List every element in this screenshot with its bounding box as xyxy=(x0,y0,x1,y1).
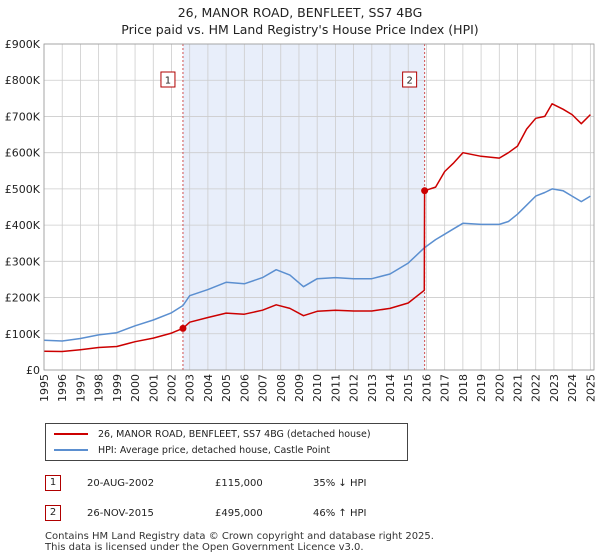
sale-badge-label: 2 xyxy=(406,76,412,87)
chart-title-line2: Price paid vs. HM Land Registry's House … xyxy=(121,22,479,37)
footer-line1: Contains HM Land Registry data © Crown c… xyxy=(45,531,434,542)
transaction-hpi-diff: 46% ↑ HPI xyxy=(313,508,367,519)
legend: 26, MANOR ROAD, BENFLEET, SS7 4BG (detac… xyxy=(45,423,408,461)
chart-title: 26, MANOR ROAD, BENFLEET, SS7 4BG Price … xyxy=(0,4,600,38)
y-tick-label: £900K xyxy=(5,38,41,51)
sale-points-layer xyxy=(179,187,429,332)
x-tick-label: 2007 xyxy=(257,374,270,402)
y-tick-label: £0 xyxy=(26,364,40,377)
legend-item-property: 26, MANOR ROAD, BENFLEET, SS7 4BG (detac… xyxy=(54,427,371,443)
x-tick-label: 2004 xyxy=(202,374,215,402)
y-tick-label: £700K xyxy=(5,110,41,123)
x-tick-label: 1997 xyxy=(74,374,87,402)
x-tick-label: 2019 xyxy=(475,374,488,402)
x-tick-label: 2009 xyxy=(293,374,306,402)
x-tick-label: 2021 xyxy=(512,374,525,402)
series-layer xyxy=(43,103,591,353)
x-tick-label: 2013 xyxy=(366,374,379,402)
legend-item-hpi: HPI: Average price, detached house, Cast… xyxy=(54,443,330,459)
x-tick-label: 2011 xyxy=(329,374,342,402)
transaction-number-badge: 2 xyxy=(45,505,61,521)
legend-swatch-hpi xyxy=(54,448,88,451)
x-tick-label: 2014 xyxy=(384,374,397,402)
legend-swatch-property xyxy=(54,432,88,435)
sale-badge-box xyxy=(402,71,418,88)
x-tick-label: 2006 xyxy=(238,374,251,402)
x-tick-label: 2024 xyxy=(566,374,579,402)
x-tick-label: 2000 xyxy=(129,374,142,402)
grid-layer xyxy=(43,43,594,371)
x-tick-label: 2010 xyxy=(311,374,324,402)
x-tick-label: 2020 xyxy=(493,374,506,402)
x-tick-label: 1998 xyxy=(93,374,106,402)
x-tick-label: 2017 xyxy=(439,374,452,402)
x-tick-label: 2008 xyxy=(275,374,288,402)
footer-line2: This data is licensed under the Open Gov… xyxy=(45,542,364,553)
sale-badge-box xyxy=(160,71,176,88)
y-tick-label: £100K xyxy=(5,328,41,341)
transaction-hpi-diff: 35% ↓ HPI xyxy=(313,478,367,489)
x-tick-label: 2018 xyxy=(457,374,470,402)
x-tick-label: 2023 xyxy=(548,374,561,402)
shaded-period-layer xyxy=(44,44,594,370)
y-tick-label: £300K xyxy=(5,255,41,268)
transaction-date: 26-NOV-2015 xyxy=(87,508,154,519)
x-tick-label: 2015 xyxy=(402,374,415,402)
x-tick-label: 2022 xyxy=(530,374,543,402)
y-tick-label: £800K xyxy=(5,74,41,87)
sale-point xyxy=(421,187,429,195)
transaction-price: £495,000 xyxy=(215,508,263,519)
y-tick-label: £200K xyxy=(5,292,41,305)
plot-frame xyxy=(43,43,595,371)
y-tick-label: £600K xyxy=(5,147,41,160)
y-tick-label: £500K xyxy=(5,183,41,196)
shaded-period xyxy=(182,44,425,370)
legend-label-property: 26, MANOR ROAD, BENFLEET, SS7 4BG (detac… xyxy=(98,429,371,440)
x-tick-label: 2025 xyxy=(584,374,597,402)
x-tick-label: 1996 xyxy=(56,374,69,402)
legend-label-hpi: HPI: Average price, detached house, Cast… xyxy=(98,445,331,456)
transaction-price: £115,000 xyxy=(215,478,263,489)
x-tick-label: 1999 xyxy=(111,374,124,402)
footer-attribution: Contains HM Land Registry data © Crown c… xyxy=(45,531,434,553)
x-tick-label: 2001 xyxy=(147,374,160,402)
series-line-property xyxy=(43,103,591,353)
transaction-date: 20-AUG-2002 xyxy=(87,478,155,489)
y-tick-label: £400K xyxy=(5,219,41,232)
price-chart: £0 £100K £200K £300K £400K £500K £600K £700K £80… xyxy=(5,38,598,402)
chart-title-line1: 26, MANOR ROAD, BENFLEET, SS7 4BG xyxy=(177,5,423,20)
sale-badge-label: 1 xyxy=(165,76,171,87)
x-tick-label: 2003 xyxy=(184,374,197,402)
x-tick-label: 2012 xyxy=(348,374,361,402)
x-tick-label: 2016 xyxy=(420,374,433,402)
transaction-number-badge: 1 xyxy=(45,475,61,491)
x-tick-label: 2002 xyxy=(165,374,178,402)
axes-layer: £0 £100K £200K £300K £400K £500K £600K £700K £80… xyxy=(5,38,598,402)
x-tick-label: 1995 xyxy=(38,374,51,402)
x-tick-label: 2005 xyxy=(220,374,233,402)
series-line-hpi xyxy=(43,188,591,342)
sale-point xyxy=(179,324,187,332)
